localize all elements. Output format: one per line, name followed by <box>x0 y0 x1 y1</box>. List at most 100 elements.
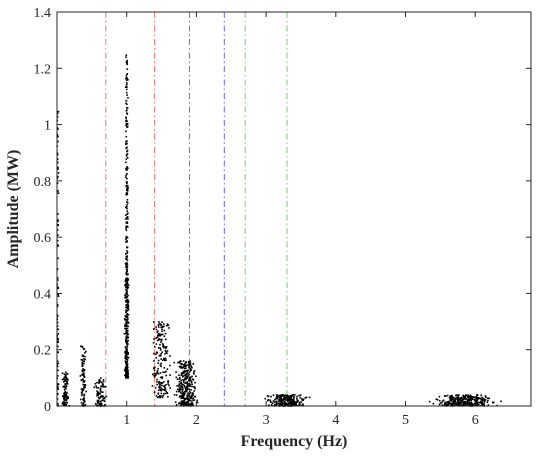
data-point <box>101 394 103 397</box>
data-point <box>155 353 157 355</box>
data-point <box>164 357 167 360</box>
data-point <box>482 398 484 401</box>
data-point <box>301 399 303 401</box>
data-point <box>285 403 288 405</box>
data-point <box>126 319 129 322</box>
data-point <box>458 397 461 400</box>
data-point <box>175 394 178 396</box>
data-point <box>101 381 103 384</box>
data-point <box>82 368 84 370</box>
data-point <box>189 360 192 362</box>
data-point <box>102 391 104 393</box>
data-point <box>277 400 280 402</box>
data-point <box>97 394 99 396</box>
data-point <box>57 328 60 331</box>
data-point <box>156 334 159 337</box>
data-point <box>184 376 187 379</box>
data-point <box>471 396 474 399</box>
data-point <box>281 394 284 396</box>
data-point <box>126 303 128 306</box>
data-point <box>158 338 160 340</box>
data-point <box>185 385 188 388</box>
data-point <box>178 384 180 386</box>
data-point <box>184 365 186 368</box>
data-point <box>192 399 194 402</box>
data-point <box>82 354 84 357</box>
data-point <box>81 363 84 366</box>
data-point <box>64 396 66 399</box>
data-point <box>101 395 103 398</box>
data-point <box>448 403 450 405</box>
data-point <box>66 391 68 394</box>
data-point <box>64 380 66 382</box>
data-point <box>83 358 85 360</box>
data-point <box>126 270 128 273</box>
data-point <box>80 401 83 404</box>
data-point <box>163 388 165 391</box>
data-point <box>99 403 101 406</box>
data-point <box>275 394 278 397</box>
data-point <box>451 403 454 406</box>
data-point <box>125 347 127 350</box>
data-point <box>168 327 170 329</box>
data-point <box>153 372 156 375</box>
data-point <box>181 362 183 365</box>
data-point <box>188 385 190 387</box>
data-point <box>500 400 502 403</box>
data-point <box>463 396 466 399</box>
data-point <box>290 397 292 399</box>
data-point <box>293 404 296 406</box>
data-point <box>175 390 178 393</box>
data-point <box>184 387 187 390</box>
data-point <box>302 398 305 401</box>
data-point <box>183 399 186 402</box>
data-point <box>63 373 66 375</box>
data-point <box>187 372 189 375</box>
data-point <box>65 396 68 398</box>
data-point <box>159 349 162 351</box>
data-point <box>127 286 130 289</box>
data-point <box>191 375 193 378</box>
data-point <box>188 399 191 402</box>
data-point <box>159 322 161 325</box>
data-point <box>127 318 129 320</box>
data-point <box>462 398 465 401</box>
data-point <box>99 397 101 399</box>
data-point <box>126 262 128 265</box>
data-point <box>280 394 282 397</box>
data-point <box>182 364 185 366</box>
data-point <box>178 380 181 383</box>
data-point <box>125 99 127 102</box>
data-point <box>96 399 99 402</box>
data-point <box>125 176 127 178</box>
data-point <box>185 361 187 363</box>
data-point <box>82 383 85 386</box>
data-point <box>188 382 191 385</box>
data-point <box>127 372 129 374</box>
data-point <box>56 127 59 129</box>
data-point <box>286 398 289 401</box>
data-point <box>276 396 278 398</box>
data-point <box>183 391 185 394</box>
data-point <box>56 134 59 137</box>
data-point <box>178 388 181 391</box>
data-point <box>178 376 181 379</box>
data-point <box>441 401 443 404</box>
data-point <box>181 396 183 398</box>
data-point <box>178 390 180 393</box>
data-point <box>156 381 158 383</box>
data-point <box>125 222 128 224</box>
data-point <box>157 330 159 333</box>
data-point <box>169 364 171 367</box>
data-point <box>483 403 485 405</box>
data-point <box>56 303 59 306</box>
data-point <box>274 401 276 403</box>
data-point <box>99 400 102 403</box>
data-point <box>445 404 448 407</box>
data-point <box>188 366 190 369</box>
data-point <box>175 376 178 379</box>
data-point <box>474 402 477 405</box>
data-point <box>63 386 66 389</box>
data-point <box>286 395 289 398</box>
data-point <box>456 397 459 400</box>
